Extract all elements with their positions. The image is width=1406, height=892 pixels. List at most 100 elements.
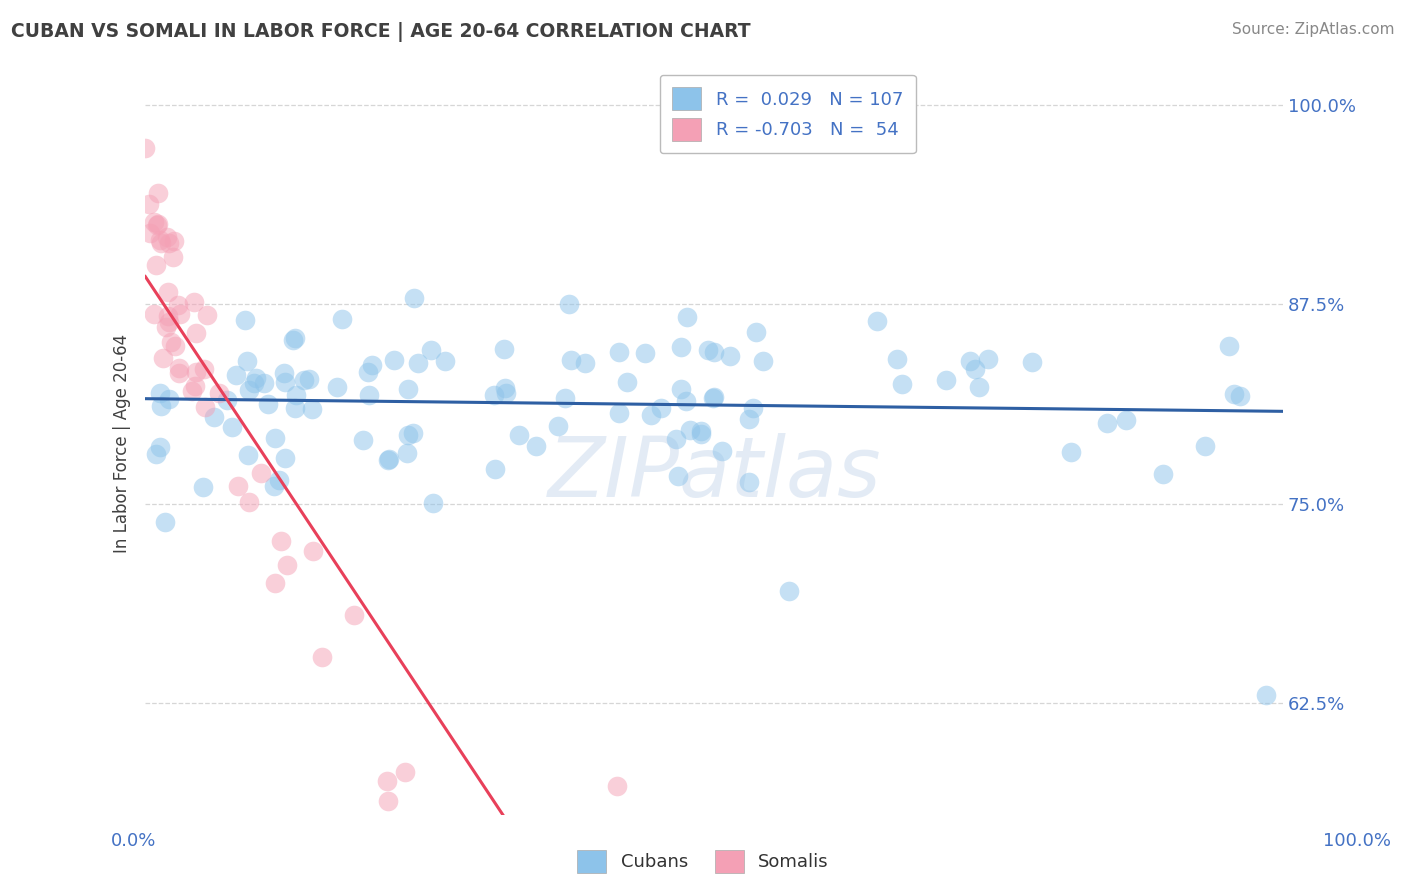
- Point: [1254, 688, 1277, 702]
- Point: [554, 392, 576, 406]
- Point: [396, 427, 419, 442]
- Point: [457, 863, 479, 878]
- Point: [640, 408, 662, 422]
- Point: [1222, 387, 1244, 401]
- Point: [492, 342, 515, 356]
- Point: [311, 649, 333, 664]
- Point: [149, 440, 172, 454]
- Point: [467, 863, 489, 878]
- Point: [274, 375, 297, 389]
- Point: [273, 366, 295, 380]
- Point: [157, 315, 180, 329]
- Point: [547, 418, 569, 433]
- Point: [157, 235, 180, 250]
- Point: [148, 234, 170, 248]
- Point: [134, 141, 156, 155]
- Point: [163, 235, 186, 249]
- Point: [1021, 355, 1043, 369]
- Point: [148, 217, 170, 231]
- Point: [326, 379, 349, 393]
- Point: [524, 439, 547, 453]
- Point: [156, 230, 179, 244]
- Point: [671, 340, 693, 354]
- Point: [679, 423, 702, 437]
- Point: [238, 383, 260, 397]
- Point: [377, 453, 399, 467]
- Point: [167, 297, 190, 311]
- Point: [208, 386, 231, 401]
- Point: [375, 773, 398, 788]
- Point: [233, 312, 256, 326]
- Point: [557, 297, 579, 311]
- Point: [184, 379, 207, 393]
- Point: [236, 354, 259, 368]
- Point: [167, 361, 190, 376]
- Point: [149, 235, 172, 250]
- Point: [508, 428, 530, 442]
- Point: [1095, 416, 1118, 430]
- Point: [394, 765, 416, 780]
- Point: [270, 534, 292, 549]
- Point: [250, 466, 273, 480]
- Point: [675, 310, 697, 324]
- Point: [298, 372, 321, 386]
- Point: [404, 291, 426, 305]
- Point: [1059, 445, 1081, 459]
- Point: [484, 462, 506, 476]
- Point: [267, 473, 290, 487]
- Point: [574, 356, 596, 370]
- Point: [149, 385, 172, 400]
- Point: [689, 426, 711, 441]
- Point: [675, 394, 697, 409]
- Point: [703, 390, 725, 404]
- Point: [202, 410, 225, 425]
- Point: [238, 495, 260, 509]
- Point: [935, 373, 957, 387]
- Point: [142, 307, 165, 321]
- Point: [665, 432, 688, 446]
- Point: [1152, 467, 1174, 482]
- Point: [146, 218, 169, 232]
- Point: [634, 346, 657, 360]
- Point: [276, 558, 298, 572]
- Point: [156, 285, 179, 300]
- Point: [751, 354, 773, 368]
- Text: CUBAN VS SOMALI IN LABOR FORCE | AGE 20-64 CORRELATION CHART: CUBAN VS SOMALI IN LABOR FORCE | AGE 20-…: [11, 22, 751, 42]
- Point: [155, 515, 177, 529]
- Point: [184, 326, 207, 340]
- Point: [778, 584, 800, 599]
- Point: [607, 344, 630, 359]
- Point: [284, 401, 307, 415]
- Point: [243, 376, 266, 391]
- Point: [606, 779, 628, 793]
- Point: [669, 382, 692, 396]
- Point: [163, 339, 186, 353]
- Point: [432, 833, 454, 847]
- Point: [292, 373, 315, 387]
- Point: [422, 496, 444, 510]
- Point: [963, 362, 986, 376]
- Point: [1229, 389, 1251, 403]
- Point: [167, 366, 190, 380]
- Point: [967, 380, 990, 394]
- Point: [283, 333, 305, 347]
- Point: [186, 365, 208, 379]
- Point: [157, 310, 180, 324]
- Point: [1218, 339, 1240, 353]
- Point: [169, 307, 191, 321]
- Point: [977, 352, 1000, 367]
- Point: [183, 295, 205, 310]
- Point: [891, 377, 914, 392]
- Point: [193, 479, 215, 493]
- Point: [195, 308, 218, 322]
- Point: [666, 469, 689, 483]
- Point: [352, 433, 374, 447]
- Text: Source: ZipAtlas.com: Source: ZipAtlas.com: [1232, 22, 1395, 37]
- Point: [264, 576, 287, 591]
- Point: [138, 197, 160, 211]
- Point: [959, 354, 981, 368]
- Point: [284, 331, 307, 345]
- Point: [150, 399, 173, 413]
- Point: [194, 401, 217, 415]
- Point: [356, 365, 378, 379]
